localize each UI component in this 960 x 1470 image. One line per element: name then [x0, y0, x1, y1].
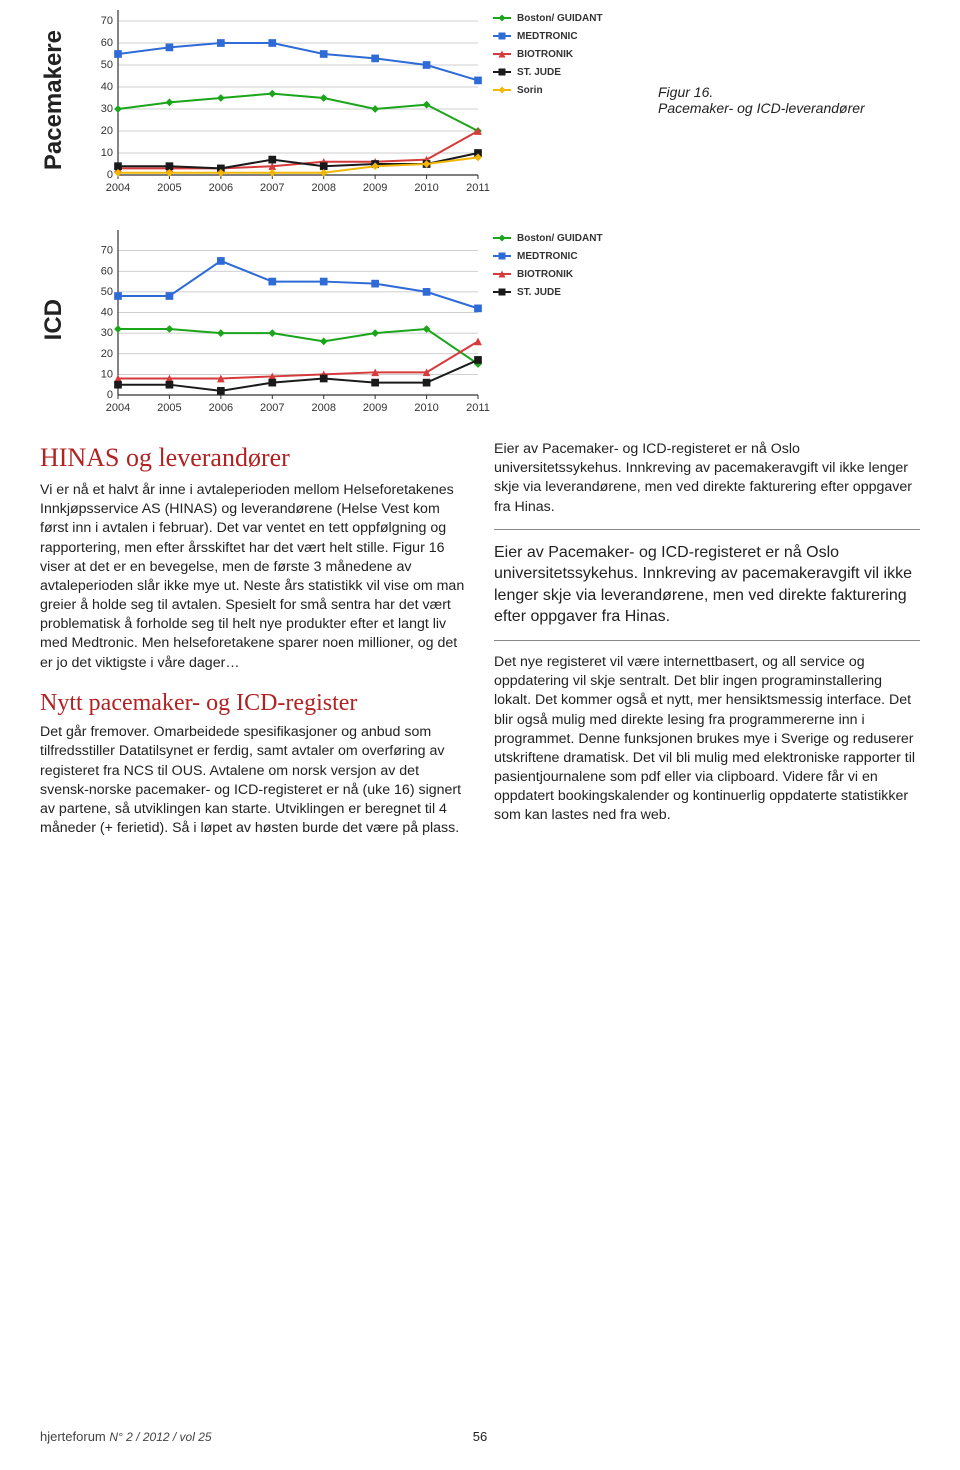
- svg-text:2005: 2005: [157, 182, 181, 194]
- svg-text:50: 50: [101, 59, 113, 71]
- svg-text:Boston/ GUIDANT: Boston/ GUIDANT: [517, 233, 603, 244]
- svg-text:50: 50: [101, 286, 113, 298]
- caption-title: Figur 16.: [658, 84, 865, 100]
- paragraph-3: Det nye registeret vil være internettbas…: [494, 653, 920, 826]
- svg-text:BIOTRONIK: BIOTRONIK: [517, 269, 574, 280]
- svg-text:2008: 2008: [311, 182, 335, 194]
- page-number: 56: [0, 1429, 960, 1444]
- svg-text:Sorin: Sorin: [517, 85, 543, 96]
- svg-text:0: 0: [107, 389, 113, 401]
- icd-chart-block: ICD 0 10 20 30 40 50 60 70 2004 2005 2006 2007 2008 2…: [40, 220, 920, 420]
- svg-text:70: 70: [101, 15, 113, 27]
- svg-text:2010: 2010: [414, 402, 438, 414]
- icd-chart: 0 10 20 30 40 50 60 70 2004 2005 2006 2007 2008 2009 2…: [78, 220, 638, 420]
- svg-text:Boston/ GUIDANT: Boston/ GUIDANT: [517, 13, 603, 24]
- svg-text:2004: 2004: [106, 182, 130, 194]
- pull-quote: Eier av Pacemaker- og ICD-registeret er …: [494, 529, 920, 641]
- svg-text:30: 30: [101, 103, 113, 115]
- pacemakere-chart: 0 10 20 30 40 50 60 70 2004 2005 2006 2007 2008 2009 2…: [78, 0, 638, 200]
- pacemakere-axis-label: Pacemakere: [40, 30, 68, 170]
- svg-text:2009: 2009: [363, 182, 387, 194]
- svg-text:2008: 2008: [311, 402, 335, 414]
- svg-text:BIOTRONIK: BIOTRONIK: [517, 49, 574, 60]
- svg-text:2005: 2005: [157, 402, 181, 414]
- heading-hinas: HINAS og leverandører: [40, 440, 466, 475]
- figure-caption: Figur 16. Pacemaker- og ICD-leverandører: [658, 84, 865, 116]
- svg-text:20: 20: [101, 348, 113, 360]
- svg-text:2006: 2006: [209, 402, 233, 414]
- svg-text:2006: 2006: [209, 182, 233, 194]
- svg-text:40: 40: [101, 81, 113, 93]
- svg-text:2009: 2009: [363, 402, 387, 414]
- svg-text:2007: 2007: [260, 402, 284, 414]
- icd-axis-label: ICD: [40, 299, 68, 340]
- heading-register: Nytt pacemaker- og ICD-register: [40, 687, 466, 719]
- svg-text:30: 30: [101, 327, 113, 339]
- svg-text:MEDTRONIC: MEDTRONIC: [517, 251, 578, 262]
- svg-text:40: 40: [101, 307, 113, 319]
- svg-text:60: 60: [101, 37, 113, 49]
- svg-text:2010: 2010: [414, 182, 438, 194]
- svg-text:70: 70: [101, 245, 113, 257]
- article-columns: HINAS og leverandører Vi er nå et halvt …: [40, 440, 920, 838]
- pacemakere-chart-block: Pacemakere 0 10 20 30 40 50 60 70 2004 2005 2006 20…: [40, 0, 920, 200]
- svg-text:10: 10: [101, 368, 113, 380]
- svg-text:0: 0: [107, 169, 113, 181]
- svg-text:ST. JUDE: ST. JUDE: [517, 67, 561, 78]
- svg-text:10: 10: [101, 147, 113, 159]
- svg-text:MEDTRONIC: MEDTRONIC: [517, 31, 578, 42]
- svg-text:ST. JUDE: ST. JUDE: [517, 287, 561, 298]
- svg-text:2004: 2004: [106, 402, 130, 414]
- paragraph-1: Vi er nå et halvt år inne i avtaleperiod…: [40, 481, 466, 673]
- caption-sub: Pacemaker- og ICD-leverandører: [658, 100, 865, 116]
- svg-text:60: 60: [101, 265, 113, 277]
- svg-text:20: 20: [101, 125, 113, 137]
- svg-text:2011: 2011: [466, 402, 490, 414]
- svg-text:2007: 2007: [260, 182, 284, 194]
- svg-text:2011: 2011: [466, 182, 490, 194]
